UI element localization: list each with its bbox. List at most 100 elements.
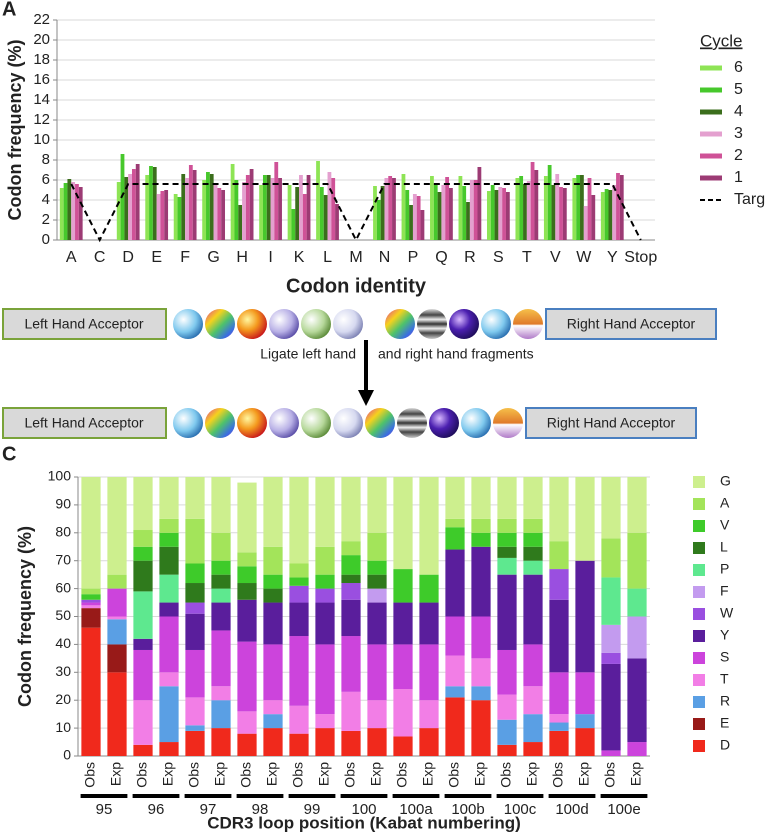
bar-segment	[263, 728, 283, 756]
x-tick-label: D	[122, 249, 134, 266]
x-tick-label: Obs	[602, 762, 618, 788]
bar-segment	[237, 599, 257, 642]
legend-swatch	[693, 674, 705, 686]
bar	[221, 190, 226, 240]
bar-segment	[341, 599, 361, 637]
x-tick-label: C	[94, 249, 106, 266]
bar-segment	[185, 563, 205, 584]
bar-segment	[81, 608, 101, 628]
y-tick-label: 18	[33, 51, 50, 68]
legend-label: 2	[734, 147, 743, 164]
y-tick-label: 40	[55, 635, 71, 651]
bar	[430, 176, 434, 240]
bar	[278, 178, 282, 240]
bar	[530, 162, 535, 240]
bar-segment	[523, 714, 543, 743]
bar	[259, 185, 263, 240]
bar-segment	[627, 742, 647, 756]
bar-segment	[341, 541, 361, 556]
bar-segment	[601, 750, 621, 756]
bar-segment	[185, 725, 205, 731]
bar	[587, 178, 592, 240]
legend-swatch	[693, 652, 705, 664]
bar-segment	[237, 552, 257, 567]
legend-swatch	[693, 498, 705, 510]
bead	[397, 408, 427, 438]
bar-segment	[393, 602, 413, 645]
x-tick-label: Obs	[134, 762, 150, 788]
bar-segment	[211, 574, 231, 589]
bar-segment	[419, 700, 439, 729]
bead	[449, 309, 479, 339]
bar-segment	[497, 649, 517, 695]
bar-segment	[523, 477, 543, 519]
bar-segment	[445, 518, 465, 528]
bar-segment	[497, 694, 517, 720]
bar-segment	[627, 616, 647, 659]
bar-segment	[185, 697, 205, 726]
bar-segment	[367, 602, 387, 645]
x-tick-label: V	[550, 249, 561, 266]
bar-segment	[523, 742, 543, 756]
x-tick-label: Exp	[316, 762, 332, 786]
bead	[237, 408, 267, 438]
y-tick-label: 8	[42, 151, 50, 168]
bar-segment	[81, 594, 101, 600]
bar	[534, 170, 539, 240]
legend-label: L	[720, 539, 728, 555]
bar-segment	[133, 700, 153, 745]
bead	[333, 309, 363, 339]
bar	[466, 202, 470, 240]
bar-segment	[419, 644, 439, 701]
x-tick-label: Obs	[446, 762, 462, 788]
bar-segment	[315, 728, 335, 756]
y-tick-label: 100	[48, 468, 72, 484]
x-tick-label: Obs	[498, 762, 514, 788]
bar-segment	[367, 700, 387, 729]
bar-segment	[445, 697, 465, 756]
bar-segment	[315, 644, 335, 715]
bar-segment	[211, 477, 231, 533]
bar	[543, 176, 548, 240]
bar-segment	[575, 560, 595, 673]
bar	[441, 185, 446, 240]
bar	[177, 197, 182, 240]
bar-segment	[601, 577, 621, 625]
legend-title: Cycle	[700, 31, 743, 50]
bar-segment	[81, 605, 101, 609]
bar-segment	[237, 482, 257, 553]
bar-segment	[159, 672, 179, 687]
bar-segment	[497, 532, 517, 547]
legend-label: D	[720, 737, 730, 753]
y-axis-label: Codon frequency (%)	[15, 526, 35, 707]
bar	[71, 182, 76, 240]
bar	[373, 186, 377, 240]
legend-label: 3	[734, 125, 743, 142]
bar	[384, 178, 389, 240]
bar-segment	[107, 588, 127, 617]
bar	[600, 192, 605, 240]
bar-segment	[523, 532, 543, 547]
x-tick-label: F	[180, 249, 190, 266]
group-label: 96	[148, 801, 165, 818]
x-tick-label: I	[268, 249, 272, 266]
bar-segment	[445, 655, 465, 687]
bar	[547, 165, 552, 240]
bar	[583, 206, 588, 240]
bar-segment	[393, 644, 413, 690]
bar-segment	[81, 477, 101, 589]
bar-segment	[289, 636, 309, 706]
bar	[266, 175, 271, 240]
bar-segment	[185, 613, 205, 650]
legend-label: W	[720, 605, 734, 621]
bar-segment	[133, 477, 153, 531]
y-tick-label: 6	[42, 171, 50, 188]
bar	[515, 178, 520, 240]
bar-segment	[315, 602, 335, 645]
bar-segment	[471, 616, 491, 659]
x-tick-label: Obs	[82, 762, 98, 788]
bar	[124, 177, 129, 240]
bar-segment	[627, 532, 647, 589]
bar-segment	[575, 672, 595, 715]
bar-segment	[471, 532, 491, 547]
